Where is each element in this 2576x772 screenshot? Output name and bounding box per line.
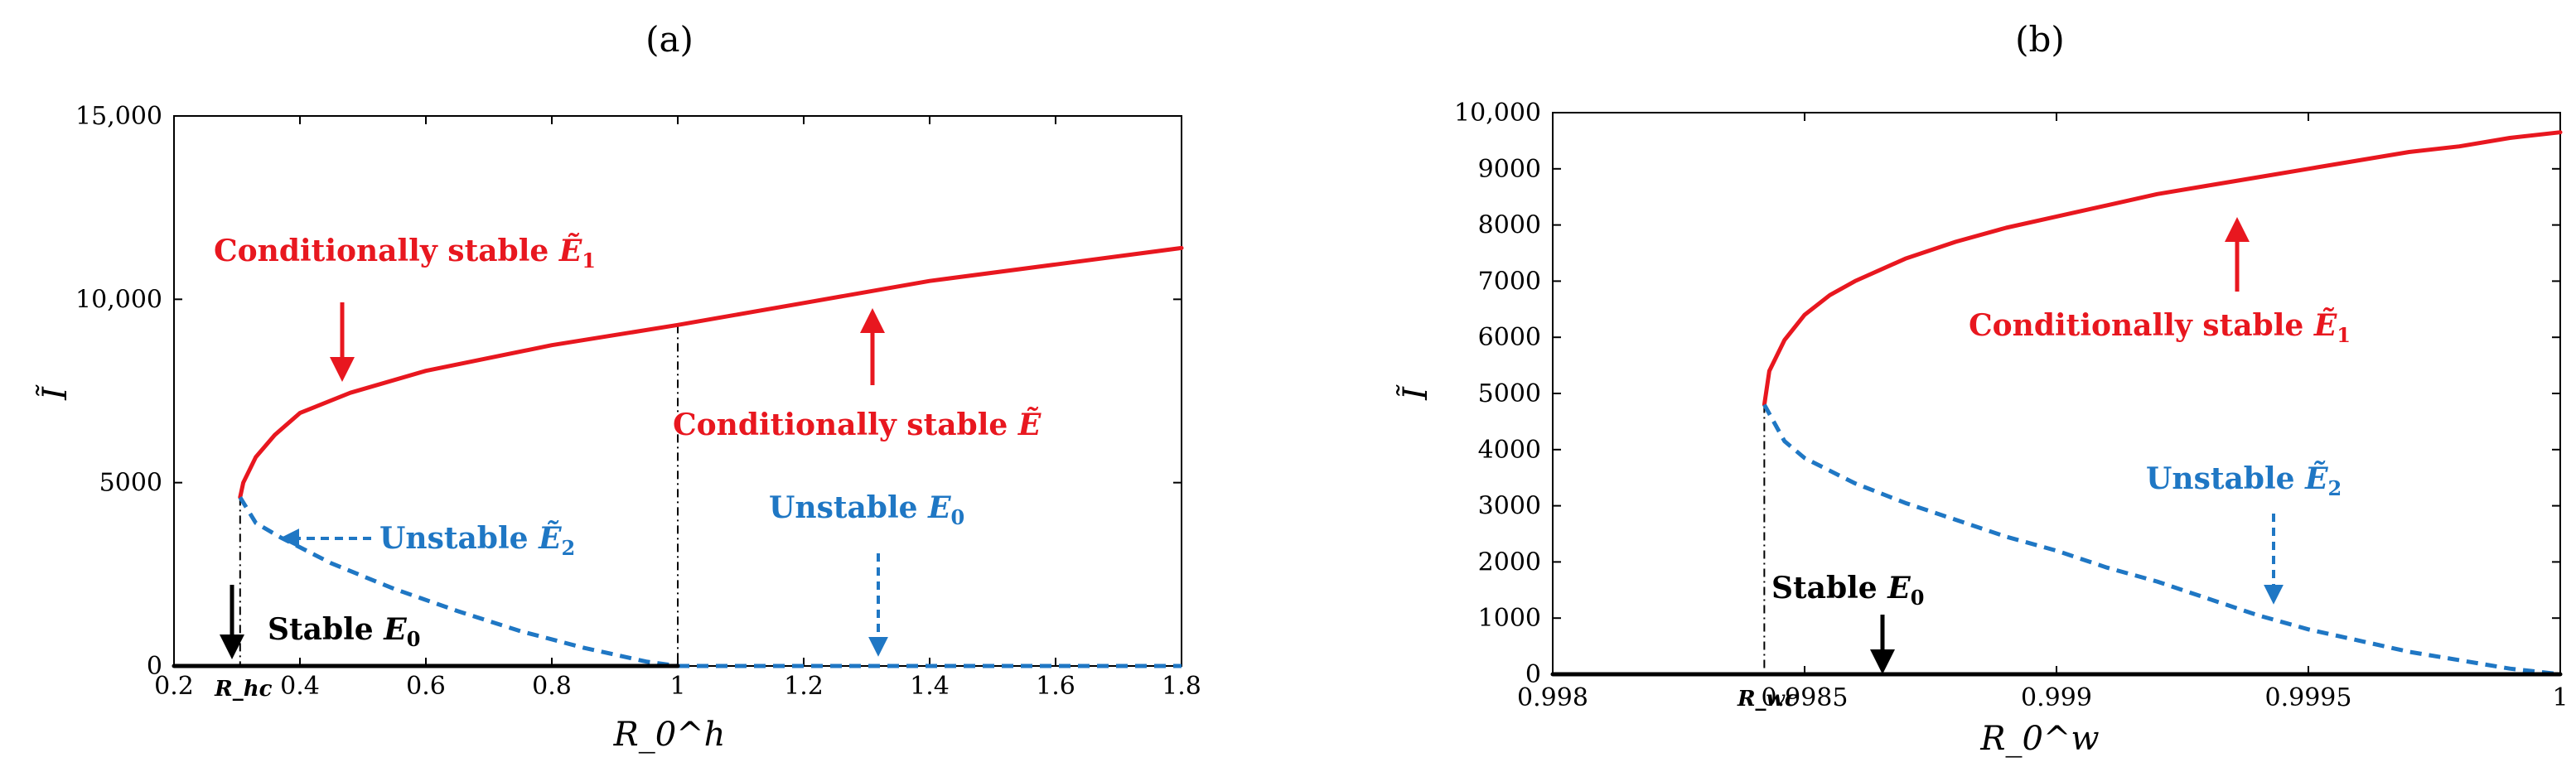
y-tick-label: 0	[147, 652, 162, 681]
annot-sub: 0	[1911, 586, 1925, 610]
x-tick-label: 0.4	[280, 672, 320, 701]
panel-a-annotation-unstable-e0: Unstable E0	[769, 490, 964, 529]
annot-math: Ẽ	[1017, 408, 1042, 442]
x-tick-label: 0.9995	[2265, 683, 2352, 712]
y-tick-label: 5000	[99, 469, 162, 498]
y-tick-label: 10,000	[75, 285, 162, 314]
y-tick-label: 3000	[1478, 492, 1541, 521]
panel-b-annotation-cond-stable-e1: Conditionally stable Ẽ1	[1969, 308, 2351, 347]
x-tick-label: 0.6	[406, 672, 446, 701]
panel-a-x-ticks: 0.2 0.4 0.6 0.8 1 1.2 1.4 1.6 1.8	[154, 116, 1201, 701]
x-tick-label: 1.8	[1162, 672, 1201, 701]
series-line-unstable-2	[1762, 403, 2561, 677]
annot-text: Conditionally stable	[1969, 308, 2314, 343]
annot-math: Ẽ	[558, 234, 582, 268]
annot-math: E	[927, 490, 951, 525]
panel-a-y-ticks: 0 5000 10,000 15,000	[75, 102, 1182, 681]
y-tick-label: 8000	[1478, 211, 1541, 240]
annot-math: Ẽ	[538, 521, 562, 556]
y-tick-label: 10,000	[1454, 99, 1541, 128]
panel-a-annotation-cond-stable-e: Conditionally stable Ẽ	[673, 408, 1042, 442]
y-tick-label: 7000	[1478, 267, 1541, 296]
x-tick-label: 1	[2552, 683, 2568, 712]
y-tick-label: 9000	[1478, 155, 1541, 184]
y-tick-label: 6000	[1478, 323, 1541, 352]
annot-sub: 1	[582, 248, 596, 273]
panel-b-y-axis-label: Ĩ	[1396, 384, 1435, 401]
panel-a-annotation-cond-stable-e1: Conditionally stable Ẽ1	[214, 234, 596, 273]
series-line-conditionally-stable-1	[238, 245, 1184, 499]
annot-math: Ẽ	[2304, 461, 2328, 496]
panel-a: (a) 0.2 0.4 0.6 0.8 1 1.2 1.4 1.6 1.8 0 5000 10,00…	[36, 19, 1201, 754]
panel-a-x-axis-label: R_0^h	[613, 716, 726, 754]
annot-sub: 0	[951, 505, 965, 529]
annot-text: Unstable	[2146, 461, 2305, 496]
x-tick-label: 0.2	[154, 672, 194, 701]
annot-text: Unstable	[379, 521, 539, 556]
panel-a-annotation-stable-e0: Stable E0	[268, 612, 420, 651]
x-tick-label: 1.6	[1036, 672, 1075, 701]
panel-b: (b) 0.998 0.9985 0.999 0.9995 1 0 1000 2000 300…	[1396, 19, 2569, 758]
panel-b-y-ticks: 0 1000 2000 3000 4000 5000 6000 7000 8000 9000 10,…	[1454, 99, 2560, 689]
panel-b-series-group	[1550, 130, 2563, 677]
panel-a-critical-marker-label: R_hc	[214, 677, 273, 702]
annot-text: Conditionally stable	[673, 408, 1018, 442]
annot-text: Stable	[268, 612, 384, 647]
x-tick-label: 1	[669, 672, 685, 701]
annot-math: E	[1887, 571, 1911, 606]
panel-b-label: (b)	[2015, 19, 2065, 60]
panel-a-y-axis-label: Ĩ	[36, 384, 75, 401]
panel-b-plot-frame	[1552, 112, 2561, 675]
series-line-conditionally-stable-1	[1762, 130, 2563, 408]
annot-text: Stable	[1771, 571, 1887, 606]
x-tick-label: 0.8	[532, 672, 572, 701]
x-tick-label: 1.2	[784, 672, 824, 701]
annot-sub: 1	[2337, 323, 2351, 347]
panel-a-annotation-unstable-e2: Unstable Ẽ2	[379, 521, 575, 560]
x-tick-label: 0.9985	[1762, 683, 1849, 712]
annot-sub: 2	[2328, 476, 2342, 500]
x-tick-label: 0.998	[1517, 683, 1588, 712]
panel-b-annotation-stable-e0: Stable E0	[1771, 571, 1924, 610]
annot-math: E	[383, 612, 407, 647]
panel-a-series-group	[172, 245, 1184, 668]
y-tick-label: 1000	[1478, 604, 1541, 633]
panel-a-label: (a)	[645, 19, 694, 60]
y-tick-label: 2000	[1478, 548, 1541, 577]
y-tick-label: 5000	[1478, 379, 1541, 408]
y-tick-label: 0	[1525, 660, 1541, 689]
annot-text: Unstable	[769, 490, 928, 525]
annot-sub: 2	[562, 536, 576, 560]
y-tick-label: 15,000	[75, 102, 162, 131]
panel-b-x-ticks: 0.998 0.9985 0.999 0.9995 1	[1517, 113, 2569, 712]
x-tick-label: 1.4	[910, 672, 950, 701]
annot-text: Conditionally stable	[214, 234, 559, 268]
y-tick-label: 4000	[1478, 436, 1541, 465]
panel-b-critical-marker-label: R_wc	[1737, 687, 1798, 712]
panel-b-annotation-unstable-e2: Unstable Ẽ2	[2146, 461, 2342, 500]
annot-sub: 0	[407, 627, 421, 651]
annot-math: Ẽ	[2313, 308, 2337, 343]
x-tick-label: 0.999	[2021, 683, 2092, 712]
series-line-unstable-2	[238, 496, 679, 668]
panel-b-x-axis-label: R_0^w	[1979, 720, 2099, 758]
